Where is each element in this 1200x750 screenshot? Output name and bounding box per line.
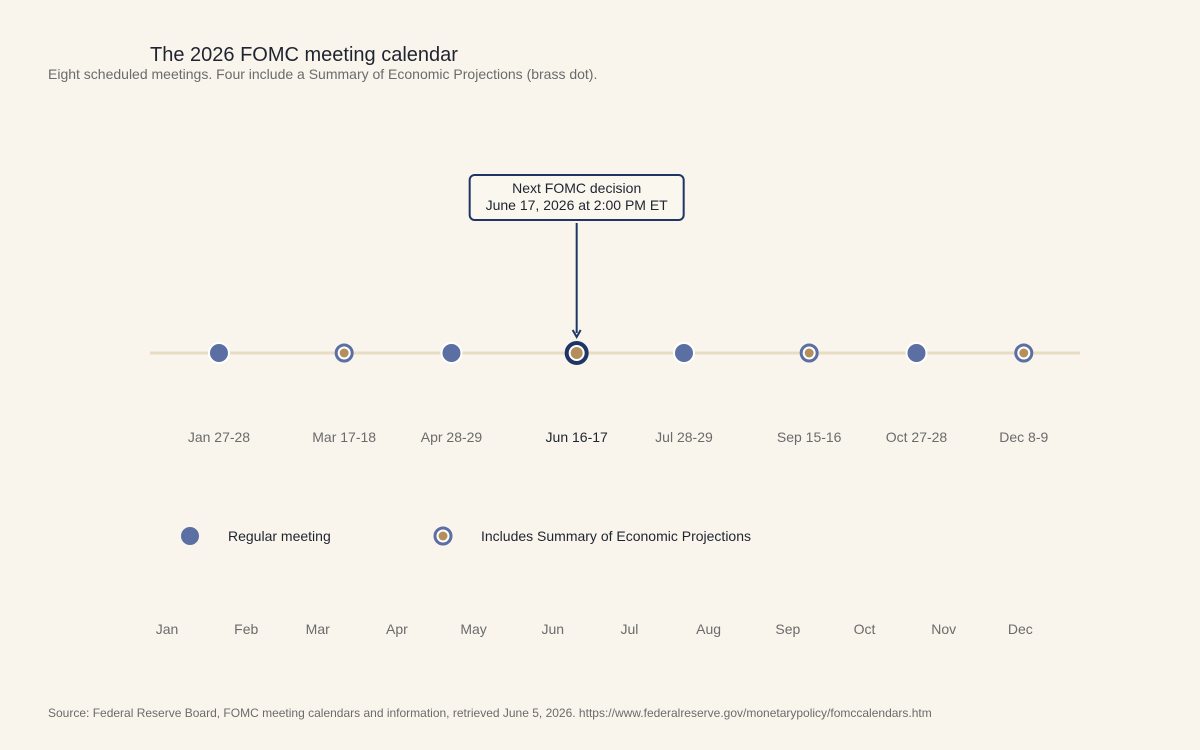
meeting-marker-2 bbox=[440, 342, 463, 364]
meeting-label-7: Dec 8-9 bbox=[999, 429, 1048, 445]
meeting-label-2: Apr 28-29 bbox=[421, 429, 483, 445]
meeting-label-4: Jul 28-29 bbox=[655, 429, 713, 445]
month-label-jan: Jan bbox=[156, 621, 179, 637]
month-label-may: May bbox=[460, 621, 486, 637]
callout-box bbox=[468, 174, 685, 221]
meeting-regular-dot bbox=[207, 342, 230, 364]
chart-subtitle: Eight scheduled meetings. Four include a… bbox=[48, 66, 598, 82]
month-label-nov: Nov bbox=[931, 621, 956, 637]
meeting-marker-3 bbox=[564, 341, 589, 365]
meeting-marker-7 bbox=[1014, 343, 1034, 363]
month-label-apr: Apr bbox=[386, 621, 408, 637]
month-label-mar: Mar bbox=[306, 621, 330, 637]
legend-sep-marker-core bbox=[438, 531, 448, 541]
month-label-aug: Aug bbox=[696, 621, 721, 637]
meeting-marker-6 bbox=[905, 342, 928, 364]
meeting-label-1: Mar 17-18 bbox=[312, 429, 376, 445]
meeting-label-3: Jun 16-17 bbox=[546, 429, 608, 445]
legend-sep-label: Includes Summary of Economic Projections bbox=[481, 528, 751, 544]
meeting-marker-4 bbox=[672, 342, 695, 364]
month-axis: Jan Feb Mar Apr May Jun Jul Aug Sep Oct Nov Dec bbox=[156, 621, 1033, 637]
legend: Regular meeting Includes Summary of Econ… bbox=[181, 526, 751, 546]
meeting-sep-core bbox=[570, 347, 583, 359]
month-label-dec: Dec bbox=[1008, 621, 1033, 637]
meeting-sep-core bbox=[804, 348, 814, 358]
meeting-marker-0 bbox=[207, 342, 230, 364]
meeting-label-6: Oct 27-28 bbox=[886, 429, 948, 445]
legend-regular-marker bbox=[181, 527, 199, 545]
month-label-jun: Jun bbox=[542, 621, 565, 637]
source-note: Source: Federal Reserve Board, FOMC meet… bbox=[48, 706, 932, 720]
callout-line1: Next FOMC decision bbox=[512, 180, 641, 196]
legend-regular-label: Regular meeting bbox=[228, 528, 331, 544]
next-decision-callout: Next FOMC decision June 17, 2026 at 2:00… bbox=[468, 174, 685, 340]
meeting-regular-dot bbox=[672, 342, 695, 364]
month-label-sep: Sep bbox=[775, 621, 800, 637]
month-label-feb: Feb bbox=[234, 621, 258, 637]
meeting-label-0: Jan 27-28 bbox=[188, 429, 250, 445]
chart-title: The 2026 FOMC meeting calendar bbox=[150, 44, 458, 66]
meeting-regular-dot bbox=[440, 342, 463, 364]
callout-arrowhead bbox=[571, 329, 582, 340]
meeting-sep-core bbox=[1019, 348, 1029, 358]
meeting-label-5: Sep 15-16 bbox=[777, 429, 842, 445]
meeting-labels-layer: Jan 27-28 Mar 17-18 Apr 28-29 Jun 16-17 Jul … bbox=[188, 429, 1049, 445]
month-label-jul: Jul bbox=[620, 621, 638, 637]
callout-line2: June 17, 2026 at 2:00 PM ET bbox=[486, 197, 669, 213]
meeting-marker-5 bbox=[799, 343, 819, 363]
meeting-sep-core bbox=[339, 348, 349, 358]
month-label-oct: Oct bbox=[854, 621, 876, 637]
meeting-marker-1 bbox=[334, 343, 354, 363]
meetings-layer bbox=[207, 341, 1034, 365]
meeting-regular-dot bbox=[905, 342, 928, 364]
